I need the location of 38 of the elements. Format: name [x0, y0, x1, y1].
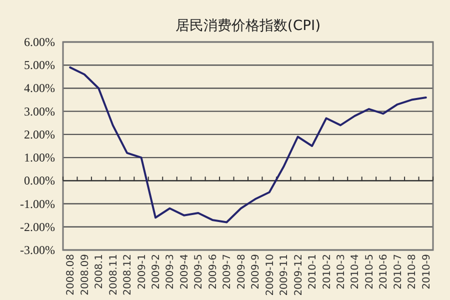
x-tick-label: 2009-10 [264, 254, 276, 296]
y-tick-label: -2.00% [20, 220, 55, 234]
x-tick-label: 2009-7 [222, 254, 234, 290]
x-tick-label: 2010-8 [407, 254, 418, 290]
x-tick-label: 2009-1 [136, 254, 148, 290]
y-tick-label: 3.00% [24, 104, 55, 118]
line-series [69, 66, 427, 224]
x-tick-label: 2009-11 [279, 254, 290, 296]
x-tick-label: 2010-4 [350, 254, 362, 290]
x-tick-label: 2009-6 [208, 254, 219, 290]
x-tick-label: 2010-2 [322, 254, 333, 290]
x-tick-label: 2010-9 [421, 254, 432, 290]
x-tick-label: 2008.1 [94, 254, 106, 289]
y-tick-label: 0.00% [24, 174, 55, 188]
x-tick-label: 2010-7 [392, 254, 404, 290]
x-tick-label: 2008.12 [122, 254, 134, 296]
x-tick-label: 2009-4 [179, 254, 190, 290]
y-tick-label: -3.00% [20, 243, 55, 257]
x-tick-label: 2010-3 [336, 254, 347, 290]
y-tick-label: -1.00% [20, 196, 55, 211]
y-tick-label: 5.00% [24, 58, 55, 72]
x-tick-label: 2008.09 [80, 254, 91, 296]
x-tick-label: 2009-12 [293, 254, 304, 296]
y-tick-label: 4.00% [24, 81, 55, 96]
x-tick-label: 2009-3 [165, 254, 176, 290]
x-tick-label: 2010-5 [364, 254, 376, 290]
x-tick-label: 2008.08 [66, 254, 77, 296]
x-tick-label: 2010-1 [308, 254, 319, 290]
y-tick-label: 2.00% [24, 127, 55, 142]
chart-title: 居民消费价格指数(CPI) [175, 18, 321, 34]
x-tick-label: 2009-5 [194, 254, 205, 290]
x-tick-label: 2009-9 [250, 254, 262, 290]
x-tick-label: 2009-2 [151, 254, 162, 290]
x-tick-label: 2009-8 [236, 254, 248, 290]
x-tick-label: 2010-6 [378, 254, 390, 290]
x-tick-label: 2008.11 [108, 254, 120, 296]
y-tick-label: 6.00% [24, 35, 55, 49]
y-tick-label: 1.00% [24, 150, 55, 165]
